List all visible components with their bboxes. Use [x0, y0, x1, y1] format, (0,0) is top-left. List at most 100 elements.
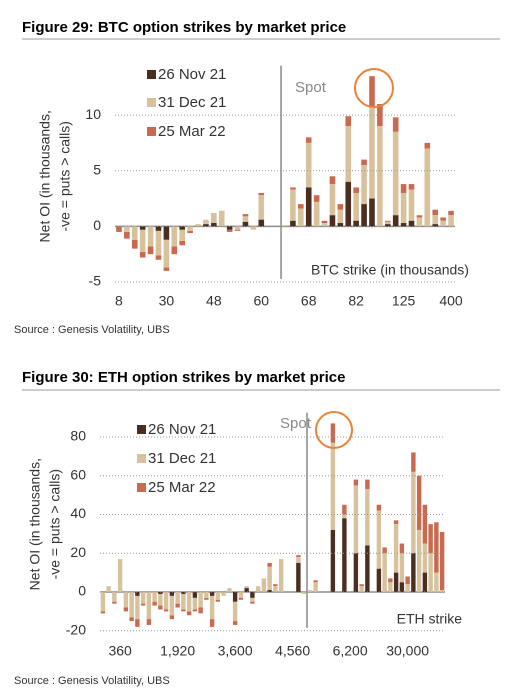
- x-tick-label: 82: [348, 293, 364, 309]
- bar: [369, 106, 375, 199]
- bar: [361, 159, 367, 166]
- y-tick-label: -5: [89, 273, 102, 289]
- legend-label: 26 Nov 21: [158, 66, 226, 83]
- y-axis-label: -ve = puts > calls): [47, 469, 63, 580]
- bar: [232, 621, 238, 625]
- bar: [399, 582, 405, 592]
- bar: [307, 590, 313, 592]
- bar: [345, 181, 352, 227]
- y-axis-label: Net OI (in thousands,: [27, 458, 43, 590]
- bar: [377, 126, 383, 227]
- bar: [234, 229, 241, 231]
- x-tick-label: 8: [115, 293, 123, 309]
- bar: [198, 591, 203, 608]
- bar: [388, 582, 393, 592]
- legend-swatch: [147, 98, 156, 107]
- bar: [290, 189, 296, 221]
- x-tick-label: 3,600: [218, 643, 253, 659]
- bar: [405, 584, 410, 592]
- bar: [330, 423, 336, 443]
- bar: [169, 591, 175, 596]
- legend-swatch: [147, 70, 156, 79]
- bar: [296, 557, 301, 563]
- bar: [192, 597, 198, 610]
- bar: [211, 213, 217, 224]
- bar: [204, 591, 209, 598]
- bar: [337, 204, 344, 210]
- bar: [393, 572, 399, 592]
- bar: [186, 591, 192, 612]
- bar: [416, 217, 423, 227]
- bar: [365, 489, 370, 546]
- bar: [163, 267, 170, 271]
- legend-label: 31 Dec 21: [158, 94, 226, 111]
- bar: [376, 568, 382, 592]
- bar: [215, 599, 221, 602]
- bar: [147, 246, 154, 255]
- bar: [250, 226, 257, 230]
- bar: [342, 504, 347, 515]
- bar: [353, 187, 359, 193]
- bar: [204, 597, 209, 600]
- bar: [175, 591, 180, 604]
- bar: [267, 566, 272, 591]
- legend-label: 25 Mar 22: [148, 479, 216, 496]
- source-note: Source : Genesis Volatility, UBS: [14, 675, 170, 687]
- bar: [439, 531, 445, 591]
- bar: [146, 591, 152, 620]
- x-axis-label: BTC strike (in thousands): [311, 262, 469, 278]
- bar: [147, 226, 154, 247]
- bar: [112, 601, 117, 604]
- bar: [181, 609, 186, 612]
- bar: [353, 220, 359, 227]
- bar: [195, 224, 201, 227]
- bar: [209, 595, 215, 620]
- bar: [388, 578, 393, 583]
- bar: [112, 591, 117, 602]
- legend-swatch: [137, 425, 146, 434]
- bar: [342, 518, 347, 592]
- y-tick-label: 40: [70, 505, 86, 521]
- bar: [337, 223, 344, 227]
- bar: [440, 220, 446, 227]
- legend-label: 26 Nov 21: [148, 421, 216, 438]
- x-tick-label: 4,560: [275, 643, 310, 659]
- bar: [100, 611, 106, 614]
- y-tick-label: 10: [85, 106, 101, 122]
- bar: [242, 216, 249, 222]
- y-tick-label: 0: [78, 583, 86, 599]
- bar: [439, 590, 445, 592]
- bar: [376, 504, 382, 511]
- bar: [424, 148, 431, 227]
- bar: [399, 543, 405, 554]
- x-tick-label: 360: [108, 643, 132, 659]
- bar: [158, 593, 163, 606]
- bar: [405, 576, 410, 585]
- bar: [369, 76, 375, 107]
- bar: [234, 226, 241, 230]
- bar: [330, 442, 336, 530]
- bar: [139, 226, 146, 230]
- legend-swatch: [137, 454, 146, 463]
- bar: [400, 192, 407, 224]
- x-axis-label: ETH strike: [397, 611, 463, 627]
- bar: [226, 229, 233, 232]
- bar: [305, 142, 312, 188]
- bar: [290, 187, 296, 190]
- bar: [376, 510, 382, 569]
- bar: [192, 591, 198, 598]
- bar: [155, 255, 162, 260]
- bar: [345, 116, 352, 127]
- bar: [244, 588, 249, 592]
- y-tick-label: 5: [93, 161, 101, 177]
- x-tick-label: 6,200: [333, 643, 368, 659]
- bar: [440, 217, 446, 221]
- bar: [313, 201, 320, 227]
- bar: [296, 555, 301, 558]
- bar: [106, 586, 111, 592]
- bar: [163, 239, 170, 268]
- bar: [139, 229, 146, 252]
- bar: [187, 226, 193, 231]
- bar: [140, 591, 146, 604]
- bar: [384, 221, 391, 225]
